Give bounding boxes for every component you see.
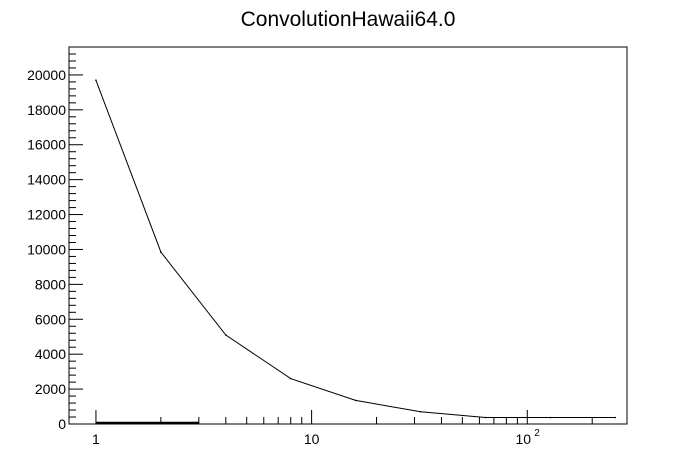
x-tick-label: 1: [92, 431, 100, 447]
y-tick-label: 10000: [27, 241, 66, 257]
data-point: [289, 377, 292, 380]
y-tick-label: 18000: [27, 102, 66, 118]
x-tick-label: 10: [515, 431, 531, 447]
y-axis-ticks: [69, 46, 83, 425]
plot-frame: [68, 46, 628, 425]
y-tick-label: 16000: [27, 137, 66, 153]
data-point: [224, 334, 227, 336]
x-tick-label: 10: [304, 431, 320, 447]
data-point: [419, 410, 422, 413]
data-point: [549, 416, 552, 419]
y-tick-label: 14000: [27, 172, 66, 188]
y-tick-label: 12000: [27, 207, 66, 223]
data-point: [614, 416, 617, 419]
series-line: [95, 80, 616, 418]
x-axis-labels: 1 10 10 2: [92, 428, 540, 447]
y-tick-label: 4000: [35, 346, 66, 362]
chart-title: ConvolutionHawaii64.0: [241, 8, 456, 31]
y-tick-label: 20000: [27, 67, 66, 83]
y-tick-label: 6000: [35, 311, 66, 327]
y-tick-label: 8000: [35, 276, 66, 292]
series-layer: [95, 79, 617, 425]
y-tick-label: 2000: [35, 381, 66, 397]
data-point: [484, 416, 487, 419]
y-axis-labels: 0 2000 4000 6000 8000 10000 12000 14000 16000 180…: [27, 67, 66, 432]
data-point: [354, 399, 357, 402]
y-tick-label: 0: [58, 416, 66, 432]
x-tick-label-exponent: 2: [534, 428, 540, 439]
data-point: [160, 251, 162, 253]
data-point: [95, 79, 97, 81]
